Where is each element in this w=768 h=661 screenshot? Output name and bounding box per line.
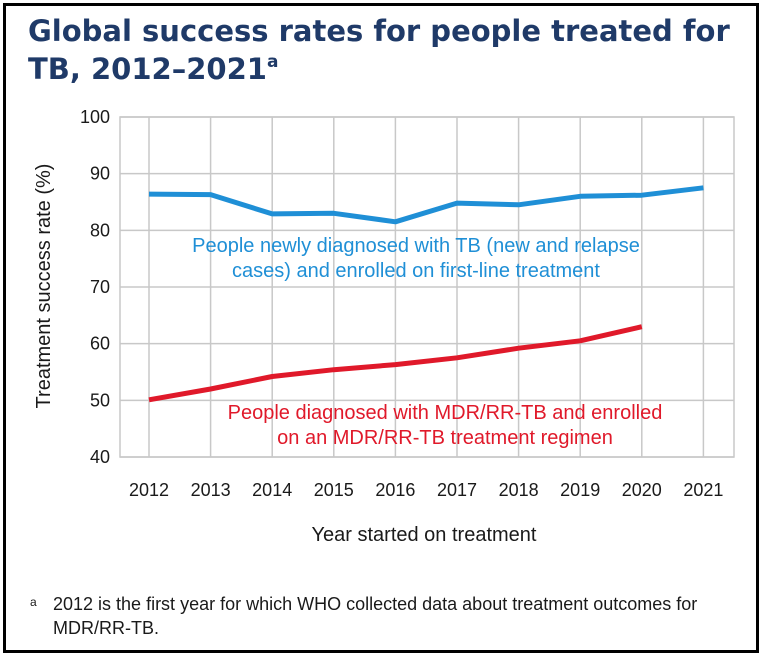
x-tick-label: 2013 (191, 480, 231, 500)
chart-title: Global success rates for people treated … (28, 14, 730, 86)
series-line-2 (148, 324, 643, 403)
footnote-marker: a (30, 595, 37, 609)
y-tick-label: 90 (90, 164, 110, 184)
y-tick-label: 60 (90, 334, 110, 354)
y-tick-label: 40 (90, 447, 110, 467)
y-tick-label: 50 (90, 390, 110, 410)
y-tick-label: 70 (90, 277, 110, 297)
x-tick-label: 2021 (683, 480, 723, 500)
x-tick-label: 2020 (622, 480, 662, 500)
plot-area-border (119, 116, 735, 458)
x-tick-label: 2019 (560, 480, 600, 500)
footnote-text: 2012 is the first year for which WHO col… (53, 594, 698, 638)
title-footnote-marker: a (266, 52, 279, 72)
series-labels: People newly diagnosed with TB (new and … (192, 235, 662, 449)
x-tick-label: 2017 (437, 480, 477, 500)
y-tick-label: 80 (90, 220, 110, 240)
x-tick-label: 2014 (252, 480, 292, 500)
series-lines (148, 185, 704, 403)
y-tick-label: 100 (80, 107, 110, 127)
x-tick-label: 2016 (375, 480, 415, 500)
series-label-2: People diagnosed with MDR/RR-TB and enro… (228, 402, 663, 449)
grid (119, 116, 735, 458)
x-tick-label: 2012 (129, 480, 169, 500)
x-axis-ticks: 2012 2013 2014 2015 2016 2017 2018 2019 2020 2021 (129, 480, 723, 500)
x-axis-title: Year started on treatment (312, 524, 537, 546)
y-axis-title: Treatment success rate (%) (33, 164, 55, 409)
series-label-line: People newly diagnosed with TB (new and … (192, 235, 640, 257)
x-tick-label: 2018 (499, 480, 539, 500)
x-tick-label: 2015 (314, 480, 354, 500)
series-label-line: People diagnosed with MDR/RR-TB and enro… (228, 402, 663, 424)
series-label-1: People newly diagnosed with TB (new and … (192, 235, 640, 282)
y-axis-ticks: 40 50 60 70 80 90 100 (80, 107, 110, 467)
series-line-1 (148, 185, 704, 225)
series-label-line: cases) and enrolled on first-line treatm… (232, 260, 600, 282)
series-label-line: on an MDR/RR-TB treatment regimen (277, 427, 613, 449)
